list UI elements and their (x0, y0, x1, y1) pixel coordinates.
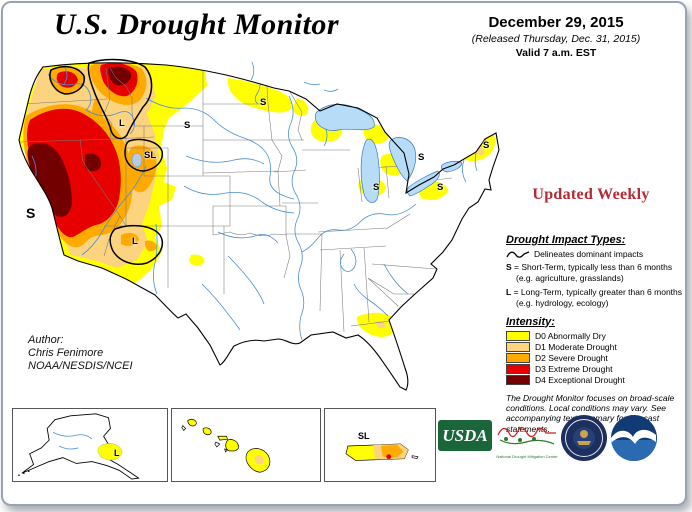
commerce-seal (560, 414, 608, 467)
map-label-newengland-s: S (483, 140, 490, 151)
map-label-california-s: S (26, 205, 36, 221)
ndmc-logo: National Drought Mitigation Center (496, 419, 558, 467)
us-outline (18, 62, 500, 391)
maui (225, 439, 240, 452)
great-salt-lake (131, 152, 143, 168)
d3-swatch (506, 363, 530, 374)
valid-time: Valid 7 a.m. EST (515, 47, 597, 59)
big-island-d1 (254, 455, 264, 465)
alaska-impact-label: L (114, 448, 120, 458)
d0-label: D0 Abnormally Dry (535, 330, 606, 341)
conus-map: S L SL L S S S S S S (6, 56, 508, 404)
author-org: NOAA/NESDIS/NCEI (28, 360, 133, 373)
impact-types-heading: Drought Impact Types: (506, 234, 626, 246)
impact-boundaries (49, 58, 164, 265)
short-term-label: S (506, 262, 512, 272)
alaska-map (18, 413, 140, 480)
map-label-arizona-l: L (132, 236, 138, 247)
map-label-ohio-s: S (437, 182, 444, 193)
puerto-rico-map (345, 443, 419, 461)
commerce-seal-art (561, 415, 607, 461)
lake-michigan (360, 138, 380, 203)
d4-label: D4 Exceptional Drought (535, 374, 625, 385)
lake-huron (388, 137, 417, 182)
release-date: (Released Thursday, Dec. 31, 2015) (471, 33, 641, 45)
d3-label: D3 Extreme Drought (535, 363, 613, 374)
lanai (214, 441, 221, 448)
author-name: Chris Fenimore (28, 347, 104, 360)
alaska-inset: L (12, 408, 168, 482)
lake-superior (314, 104, 375, 131)
legend-row-d0: D0 Abnormally Dry (506, 330, 686, 341)
noaa-logo (610, 414, 658, 467)
hawaii-map (181, 418, 271, 473)
hawaii-inset (171, 408, 321, 482)
ndmc-logo-art (497, 426, 556, 445)
niihau (181, 424, 187, 431)
d0-swatch (506, 330, 530, 341)
legend-row-d3: D3 Extreme Drought (506, 363, 686, 374)
map-date: December 29, 2015 (488, 14, 624, 31)
legend-row-d1: D1 Moderate Drought (506, 341, 686, 352)
map-label-illinois-s: S (373, 182, 380, 193)
d1-swatch (506, 341, 530, 352)
oahu (202, 427, 212, 435)
legend-panel: Updated Weekly Drought Impact Types: Del… (506, 186, 686, 434)
short-term-definition: S = Short-Term, typically less than 6 mo… (506, 262, 673, 283)
d2-swatch (506, 352, 530, 363)
puerto-rico-inset: SL (324, 408, 436, 482)
noaa-logo-art (611, 415, 657, 461)
page-title: U.S. Drought Monitor (54, 8, 340, 41)
ndmc-logo-text: National Drought Mitigation Center (496, 454, 558, 459)
rivers (31, 65, 478, 341)
puerto-rico-impact-label: SL (358, 431, 370, 441)
author-label: Author: (28, 334, 64, 346)
map-label-montana-s: S (184, 120, 191, 131)
long-term-definition: L = Long-Term, typically greater than 6 … (506, 287, 683, 308)
delineates-row: Delineates dominant impacts (506, 249, 686, 259)
conus-map-svg (18, 58, 500, 391)
legend-row-d2: D2 Severe Drought (506, 352, 686, 363)
author-block: Author: Chris Fenimore NOAA/NESDIS/NCEI (28, 334, 133, 374)
vieques (411, 455, 419, 460)
lake-erie (406, 170, 440, 197)
intensity-heading: Intensity: (506, 315, 555, 328)
molokai (217, 435, 228, 441)
squiggle-icon (506, 250, 530, 258)
usda-logo: USDA (438, 420, 492, 451)
date-block: December 29, 2015 (Released Thursday, De… (440, 14, 672, 59)
intensity-legend: Intensity: D0 Abnormally Dry D1 Moderate… (506, 316, 686, 385)
kahoolawe (224, 448, 229, 453)
map-label-utah-sl: SL (144, 150, 157, 161)
map-label-michigan-s: S (418, 152, 425, 163)
map-label-idaho-l: L (119, 118, 125, 129)
d4-swatch (506, 374, 530, 385)
map-label-minnesota-s: S (260, 97, 267, 108)
long-term-label: L (506, 287, 512, 298)
kauai (187, 418, 197, 427)
great-lakes (314, 104, 463, 203)
legend-row-d4: D4 Exceptional Drought (506, 374, 686, 385)
delineates-text: Delineates dominant impacts (534, 249, 644, 259)
updated-weekly: Updated Weekly (532, 186, 650, 203)
canada-lakes (250, 61, 339, 92)
d1-label: D1 Moderate Drought (535, 341, 617, 352)
d2-label: D2 Severe Drought (535, 352, 608, 363)
